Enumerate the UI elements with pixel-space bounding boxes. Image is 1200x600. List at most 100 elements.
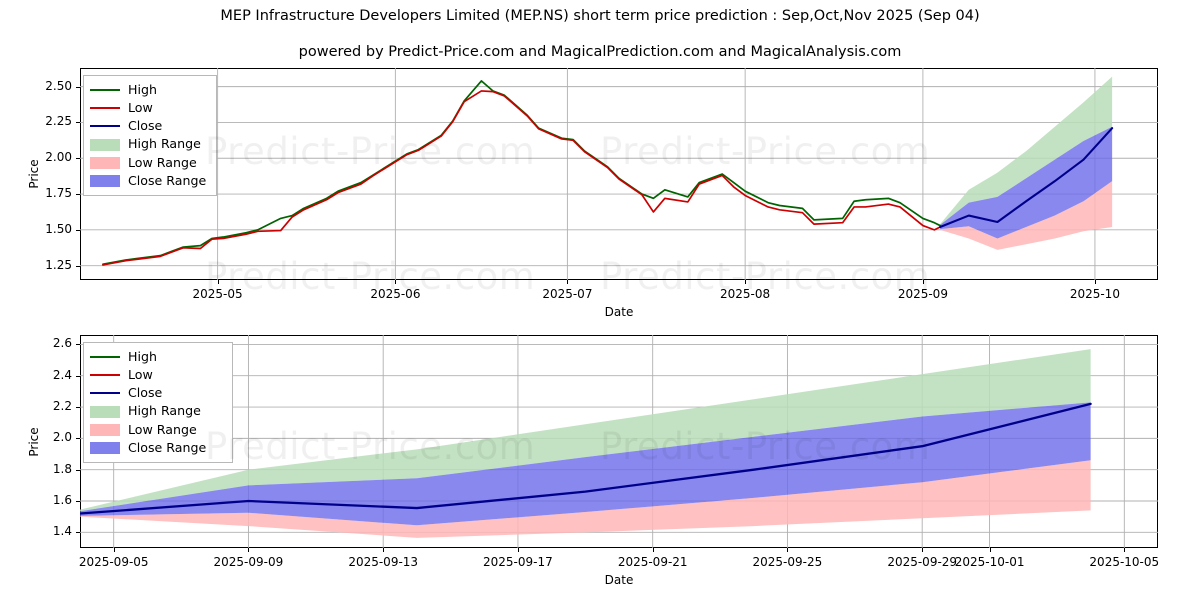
- x-tick-mark: [1124, 548, 1126, 552]
- x-tick-mark: [517, 548, 519, 552]
- x-tick-mark: [787, 548, 789, 552]
- legend-swatch-icon: [90, 369, 120, 381]
- legend-item-label: Close: [128, 385, 163, 401]
- y-tick-label: 1.8: [52, 461, 72, 476]
- x-tick-label: 2025-10-05: [1089, 555, 1160, 569]
- x-tick-label: 2025-09-09: [213, 555, 284, 569]
- x-tick-label: 2025-09: [897, 287, 948, 301]
- legend-item-label: Low Range: [128, 421, 197, 437]
- y-tick-mark: [76, 265, 80, 267]
- legend-item-close: Close: [90, 384, 225, 402]
- y-tick-label: 2.4: [52, 367, 72, 382]
- overview-plot-frame: [80, 68, 1158, 280]
- x-tick-mark: [652, 548, 654, 552]
- y-tick-label: 2.00: [45, 150, 72, 165]
- legend-item-high-range: High Range: [90, 136, 209, 154]
- x-tick-label: 2025-09-17: [483, 555, 553, 569]
- y-tick-mark: [76, 469, 80, 471]
- x-tick-mark: [1094, 280, 1096, 284]
- y-tick-label: 1.75: [45, 186, 72, 201]
- forecast-detail-legend: High Low Close High Range Low Range Close Ran…: [83, 342, 233, 464]
- legend-swatch-icon: [90, 156, 120, 169]
- y-tick-mark: [76, 344, 80, 346]
- y-tick-label: 2.2: [52, 399, 72, 413]
- x-tick-mark: [217, 280, 219, 284]
- x-tick-mark: [248, 548, 250, 552]
- y-tick-label: 1.6: [52, 493, 72, 507]
- legend-swatch-icon: [90, 84, 120, 96]
- legend-item-low: Low: [90, 99, 209, 117]
- y-tick-mark: [76, 86, 80, 88]
- y-tick-mark: [76, 407, 80, 408]
- x-tick-mark: [567, 280, 569, 284]
- legend-swatch-icon: [90, 351, 120, 363]
- legend-item-label: Low Range: [128, 154, 197, 170]
- legend-item-low-range: Low Range: [90, 154, 209, 172]
- legend-item-close: Close: [90, 117, 209, 135]
- forecast-detail-chart-panel: Price Date 1.4 1.6 1.8 2.0 2.2 2.4 2.6 2025-09-…: [0, 320, 1200, 600]
- legend-item-label: Close: [128, 118, 163, 134]
- legend-item-label: High: [128, 81, 157, 97]
- legend-item-close-range: Close Range: [90, 439, 225, 457]
- y-tick-label: 2.25: [45, 114, 72, 129]
- x-tick-label: 2025-08: [720, 287, 771, 301]
- legend-item-label: Close Range: [128, 439, 207, 455]
- legend-item-high-range: High Range: [90, 403, 225, 421]
- forecast-detail-x-axis-label: Date: [604, 573, 634, 587]
- legend-item-label: High Range: [128, 136, 201, 152]
- x-tick-label: 2025-09-13: [348, 555, 419, 569]
- x-tick-label: 2025-09-25: [752, 555, 823, 569]
- legend-swatch-icon: [90, 442, 120, 455]
- y-tick-label: 2.6: [52, 336, 72, 351]
- x-tick-label: 2025-06: [370, 287, 421, 301]
- y-tick-mark: [76, 501, 80, 502]
- legend-item-label: Low: [128, 366, 153, 382]
- overview-legend: High Low Close High Range Low Range Close Ran…: [83, 75, 217, 197]
- x-tick-mark: [395, 280, 397, 284]
- legend-item-label: High: [128, 348, 157, 364]
- y-tick-label: 1.50: [45, 221, 72, 236]
- x-tick-label: 2025-09-21: [617, 555, 688, 569]
- legend-item-label: High Range: [128, 403, 201, 419]
- y-tick-label: 2.0: [52, 430, 72, 445]
- overview-chart-panel: Price Date 1.25 1.50 1.75 2.00 2.25 2.50 2025-…: [27, 68, 1158, 319]
- y-tick-mark: [76, 158, 80, 160]
- x-tick-label: 2025-09-29: [887, 555, 958, 569]
- legend-swatch-icon: [90, 175, 120, 188]
- x-tick-label: 2025-07: [542, 287, 593, 301]
- x-tick-mark: [922, 280, 924, 284]
- page-title: MEP Infrastructure Developers Limited (M…: [220, 8, 980, 24]
- page-subtitle: powered by Predict-Price.com and Magical…: [298, 44, 902, 60]
- legend-item-low-range: Low Range: [90, 421, 225, 439]
- overview-plot-canvas: [80, 68, 1158, 280]
- legend-item-label: Low: [128, 99, 153, 115]
- x-tick-mark: [745, 280, 747, 284]
- x-tick-mark: [113, 548, 115, 552]
- forecast-detail-plot-frame: [80, 335, 1158, 548]
- y-tick-mark: [76, 194, 80, 196]
- x-tick-label: 2025-10: [1069, 287, 1120, 301]
- legend-item-close-range: Close Range: [90, 172, 209, 190]
- y-tick-mark: [76, 438, 80, 440]
- x-tick-label: 2025-05: [192, 287, 243, 301]
- x-tick-mark: [989, 548, 991, 552]
- legend-item-high: High: [90, 81, 209, 99]
- x-tick-mark: [383, 548, 385, 552]
- legend-swatch-icon: [90, 138, 120, 151]
- legend-item-label: Close Range: [128, 172, 207, 188]
- y-tick-mark: [76, 375, 80, 377]
- legend-swatch-icon: [90, 387, 120, 399]
- forecast-detail-plot-canvas: [80, 335, 1158, 548]
- x-tick-label: 2025-09-05: [78, 555, 149, 569]
- legend-swatch-icon: [90, 120, 120, 132]
- y-tick-label: 2.50: [45, 78, 72, 93]
- y-tick-mark: [76, 122, 80, 124]
- legend-item-high: High: [90, 348, 225, 366]
- x-tick-label: 2025-10-01: [954, 555, 1025, 569]
- y-tick-label: 1.25: [45, 257, 72, 272]
- y-tick-mark: [76, 229, 80, 231]
- overview-x-axis-label: Date: [604, 305, 634, 319]
- legend-swatch-icon: [90, 423, 120, 436]
- overview-y-axis-label: Price: [27, 159, 41, 189]
